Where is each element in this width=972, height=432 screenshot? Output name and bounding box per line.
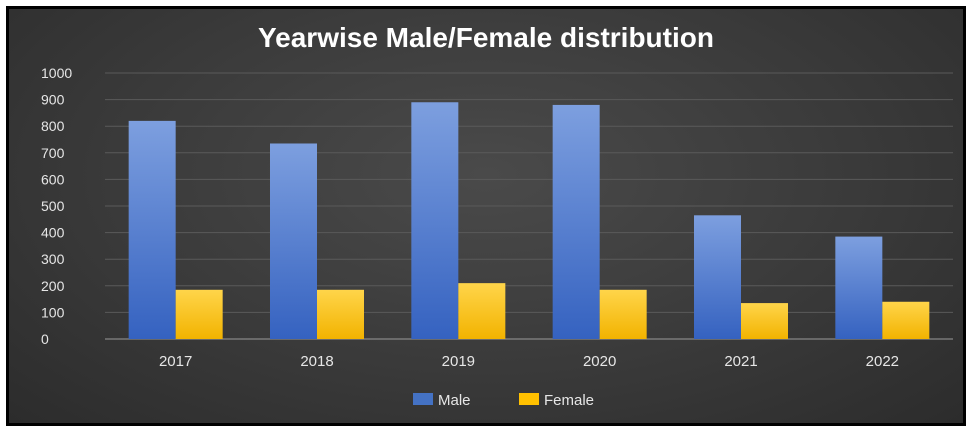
y-tick-label: 900: [41, 92, 65, 108]
legend-label-female: Female: [544, 392, 594, 409]
legend-swatch-female: [519, 393, 539, 405]
x-tick-label: 2017: [159, 353, 192, 370]
bar-male-2019: [411, 102, 459, 339]
y-tick-label: 600: [41, 171, 65, 187]
x-tick-label: 2021: [724, 353, 757, 370]
y-tick-label: 1000: [41, 65, 72, 81]
y-tick-label: 0: [41, 331, 49, 347]
bars: [128, 102, 930, 339]
legend-label-male: Male: [438, 392, 471, 409]
bar-male-2021: [694, 215, 741, 339]
bar-male-2020: [552, 104, 600, 339]
bar-male-2017: [128, 120, 176, 339]
legend: Male Female: [413, 392, 594, 409]
chart-title: Yearwise Male/Female distribution: [258, 22, 714, 53]
x-tick-label: 2019: [442, 353, 475, 370]
y-tick-label: 400: [41, 225, 65, 241]
legend-swatch-male: [413, 393, 433, 405]
y-tick-label: 500: [41, 198, 65, 214]
bar-female-2019: [458, 283, 506, 339]
bar-female-2020: [599, 289, 647, 339]
bar-male-2022: [835, 236, 883, 339]
bar-female-2018: [317, 289, 364, 339]
bar-female-2021: [741, 303, 788, 339]
bar-male-2018: [270, 143, 317, 339]
y-tick-label: 700: [41, 145, 65, 161]
x-tick-label: 2022: [866, 353, 899, 370]
chart: Yearwise Male/Female distribution 0 100 20…: [41, 22, 953, 409]
gridlines: [105, 72, 953, 340]
x-tick-label: 2018: [300, 353, 333, 370]
y-tick-label: 100: [41, 304, 65, 320]
bar-female-2017: [175, 289, 223, 339]
y-tick-label: 800: [41, 118, 65, 134]
chart-frame: Yearwise Male/Female distribution 0 100 20…: [6, 6, 966, 426]
bar-female-2022: [882, 301, 930, 339]
y-tick-label: 300: [41, 251, 65, 267]
x-tick-label: 2020: [583, 353, 616, 370]
x-axis-ticks: 2017 2018 2019 2020 2021 2022: [159, 353, 899, 370]
y-tick-label: 200: [41, 278, 65, 294]
y-axis-ticks: 0 100 200 300 400 500 600 700 800 900 1000: [41, 65, 72, 347]
